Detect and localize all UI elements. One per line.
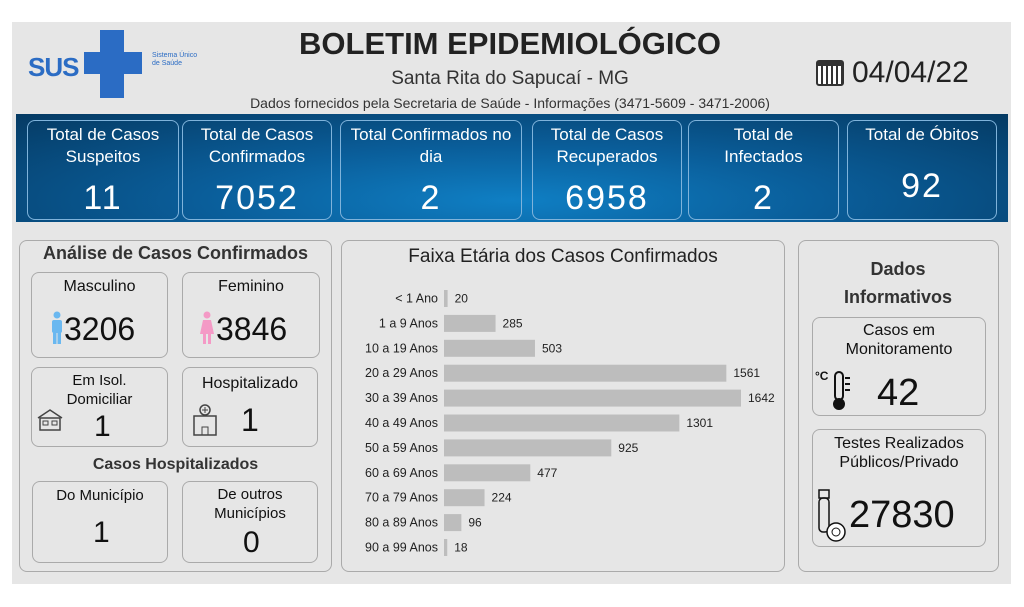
category-label: 80 a 89 Anos [365, 516, 438, 530]
age-bar [444, 389, 741, 407]
kpi-value: 11 [83, 179, 123, 217]
kpi-card: Total de Casos Suspeitos 11 [27, 120, 179, 220]
category-label: 1 a 9 Anos [379, 316, 438, 330]
test-tube-virus-icon [818, 489, 846, 542]
value-label: 477 [537, 466, 557, 480]
age-bar [444, 290, 448, 307]
data-source: Dados fornecidos pela Secretaria de Saúd… [250, 95, 770, 111]
value-label: 503 [542, 341, 562, 355]
category-label: 40 a 49 Anos [365, 416, 438, 430]
svg-text:°C: °C [815, 369, 829, 383]
female-icon [200, 311, 214, 344]
kpi-label: Total de Infectados [724, 125, 803, 166]
bulletin-date: 04/04/22 [852, 56, 969, 89]
male-icon [52, 311, 62, 344]
category-label: 50 a 59 Anos [365, 441, 438, 455]
kpi-value: 2 [420, 179, 442, 217]
age-bar [444, 514, 462, 532]
kpi-card: Total Confirmados no dia 2 [340, 120, 522, 220]
hospitalized-card: Hospitalizado 1 [182, 367, 318, 447]
category-label: 70 a 79 Anos [365, 491, 438, 505]
home-isolation-card: Em Isol. Domiciliar 1 [31, 367, 168, 447]
age-bar-chart: < 1 Ano 20 1 a 9 Anos 285 10 a 19 Anos 503 20 … [365, 290, 775, 556]
hospitalized-cases-title: Casos Hospitalizados [92, 456, 259, 473]
house-icon [37, 409, 63, 431]
category-label: 30 a 39 Anos [365, 391, 438, 405]
page-subtitle: Santa Rita do Sapucaí - MG [391, 68, 629, 89]
sus-logo-tagline: Sistema Único de Saúde [152, 52, 198, 67]
kpi-value: 92 [901, 167, 943, 205]
kpi-value: 2 [753, 179, 774, 217]
category-label: 90 a 99 Anos [365, 541, 438, 555]
analysis-title: Análise de Casos Confirmados [42, 243, 309, 263]
male-value: 3206 [64, 311, 136, 347]
value-label: 96 [468, 516, 482, 530]
tests-value: 27830 [849, 494, 955, 536]
municipal-value: 1 [93, 516, 110, 549]
kpi-value: 6958 [565, 179, 649, 217]
hospitalized-label: Hospitalizado [201, 375, 299, 392]
kpi-label: Total de Casos Confirmados [200, 125, 314, 166]
category-label: 60 a 69 Anos [365, 466, 438, 480]
value-label: 1561 [733, 366, 760, 380]
home-isolation-value: 1 [94, 410, 111, 443]
value-label: 20 [455, 292, 469, 306]
value-label: 18 [454, 541, 468, 555]
other-municipal-label: De outros Municípios [214, 486, 286, 522]
age-bar [444, 464, 531, 482]
monitoring-label: Casos em Monitoramento [845, 322, 953, 358]
category-label: 20 a 29 Anos [365, 366, 438, 380]
age-bar [444, 489, 485, 507]
monitoring-card: Casos em Monitoramento °C 42 [812, 317, 986, 416]
category-label: 10 a 19 Anos [365, 341, 438, 355]
tests-label: Testes Realizados Públicos/Privado [834, 435, 964, 471]
monitoring-value: 42 [877, 372, 920, 414]
hospital-icon [193, 404, 217, 436]
female-label: Feminino [218, 278, 284, 295]
kpi-card: Total de Casos Recuperados 6958 [532, 120, 682, 220]
municipal-label: Do Município [56, 487, 144, 504]
page-title: BOLETIM EPIDEMIOLÓGICO [299, 26, 721, 61]
value-label: 285 [503, 316, 523, 330]
chart-title: Faixa Etária dos Casos Confirmados [408, 246, 718, 267]
category-label: < 1 Ano [395, 292, 438, 306]
thermometer-icon: °C [815, 369, 850, 410]
female-card: Feminino 3846 [182, 272, 320, 358]
other-municipal-value: 0 [243, 526, 260, 559]
kpi-card: Total de Casos Confirmados 7052 [182, 120, 332, 220]
other-municipal-card: De outros Municípios 0 [182, 481, 318, 563]
kpi-card: Total de Infectados 2 [688, 120, 839, 220]
sus-logo-cross-bar [84, 52, 142, 74]
female-value: 3846 [216, 311, 288, 347]
municipal-card: Do Município 1 [32, 481, 168, 563]
value-label: 1642 [748, 391, 775, 405]
value-label: 224 [492, 491, 512, 505]
age-bar [444, 364, 727, 382]
value-label: 1301 [686, 416, 713, 430]
male-label: Masculino [63, 278, 136, 295]
age-bar [444, 539, 448, 556]
kpi-label: Total de Óbitos [865, 125, 979, 144]
kpi-value: 7052 [215, 179, 299, 217]
age-chart: Faixa Etária dos Casos Confirmados < 1 A… [341, 240, 785, 572]
tests-card: Testes Realizados Públicos/Privado 27830 [812, 429, 986, 547]
sus-logo: SUS [28, 52, 79, 82]
age-bar [444, 314, 496, 332]
kpi-label: Total de Casos Suspeitos [46, 125, 160, 166]
age-bar [444, 339, 535, 357]
kpi-label: Total Confirmados no dia [350, 125, 512, 166]
kpi-card: Total de Óbitos 92 [847, 120, 997, 220]
age-bar [444, 439, 612, 457]
male-card: Masculino 3206 [31, 272, 168, 358]
kpi-band [16, 114, 1008, 222]
kpi-label: Total de Casos Recuperados [550, 125, 664, 166]
value-label: 925 [618, 441, 638, 455]
home-isolation-label: Em Isol. Domiciliar [66, 372, 133, 408]
info-title: Dados Informativos [843, 259, 953, 307]
calendar-icon [816, 60, 844, 86]
hospitalized-value: 1 [241, 402, 259, 438]
age-bar [444, 414, 680, 432]
